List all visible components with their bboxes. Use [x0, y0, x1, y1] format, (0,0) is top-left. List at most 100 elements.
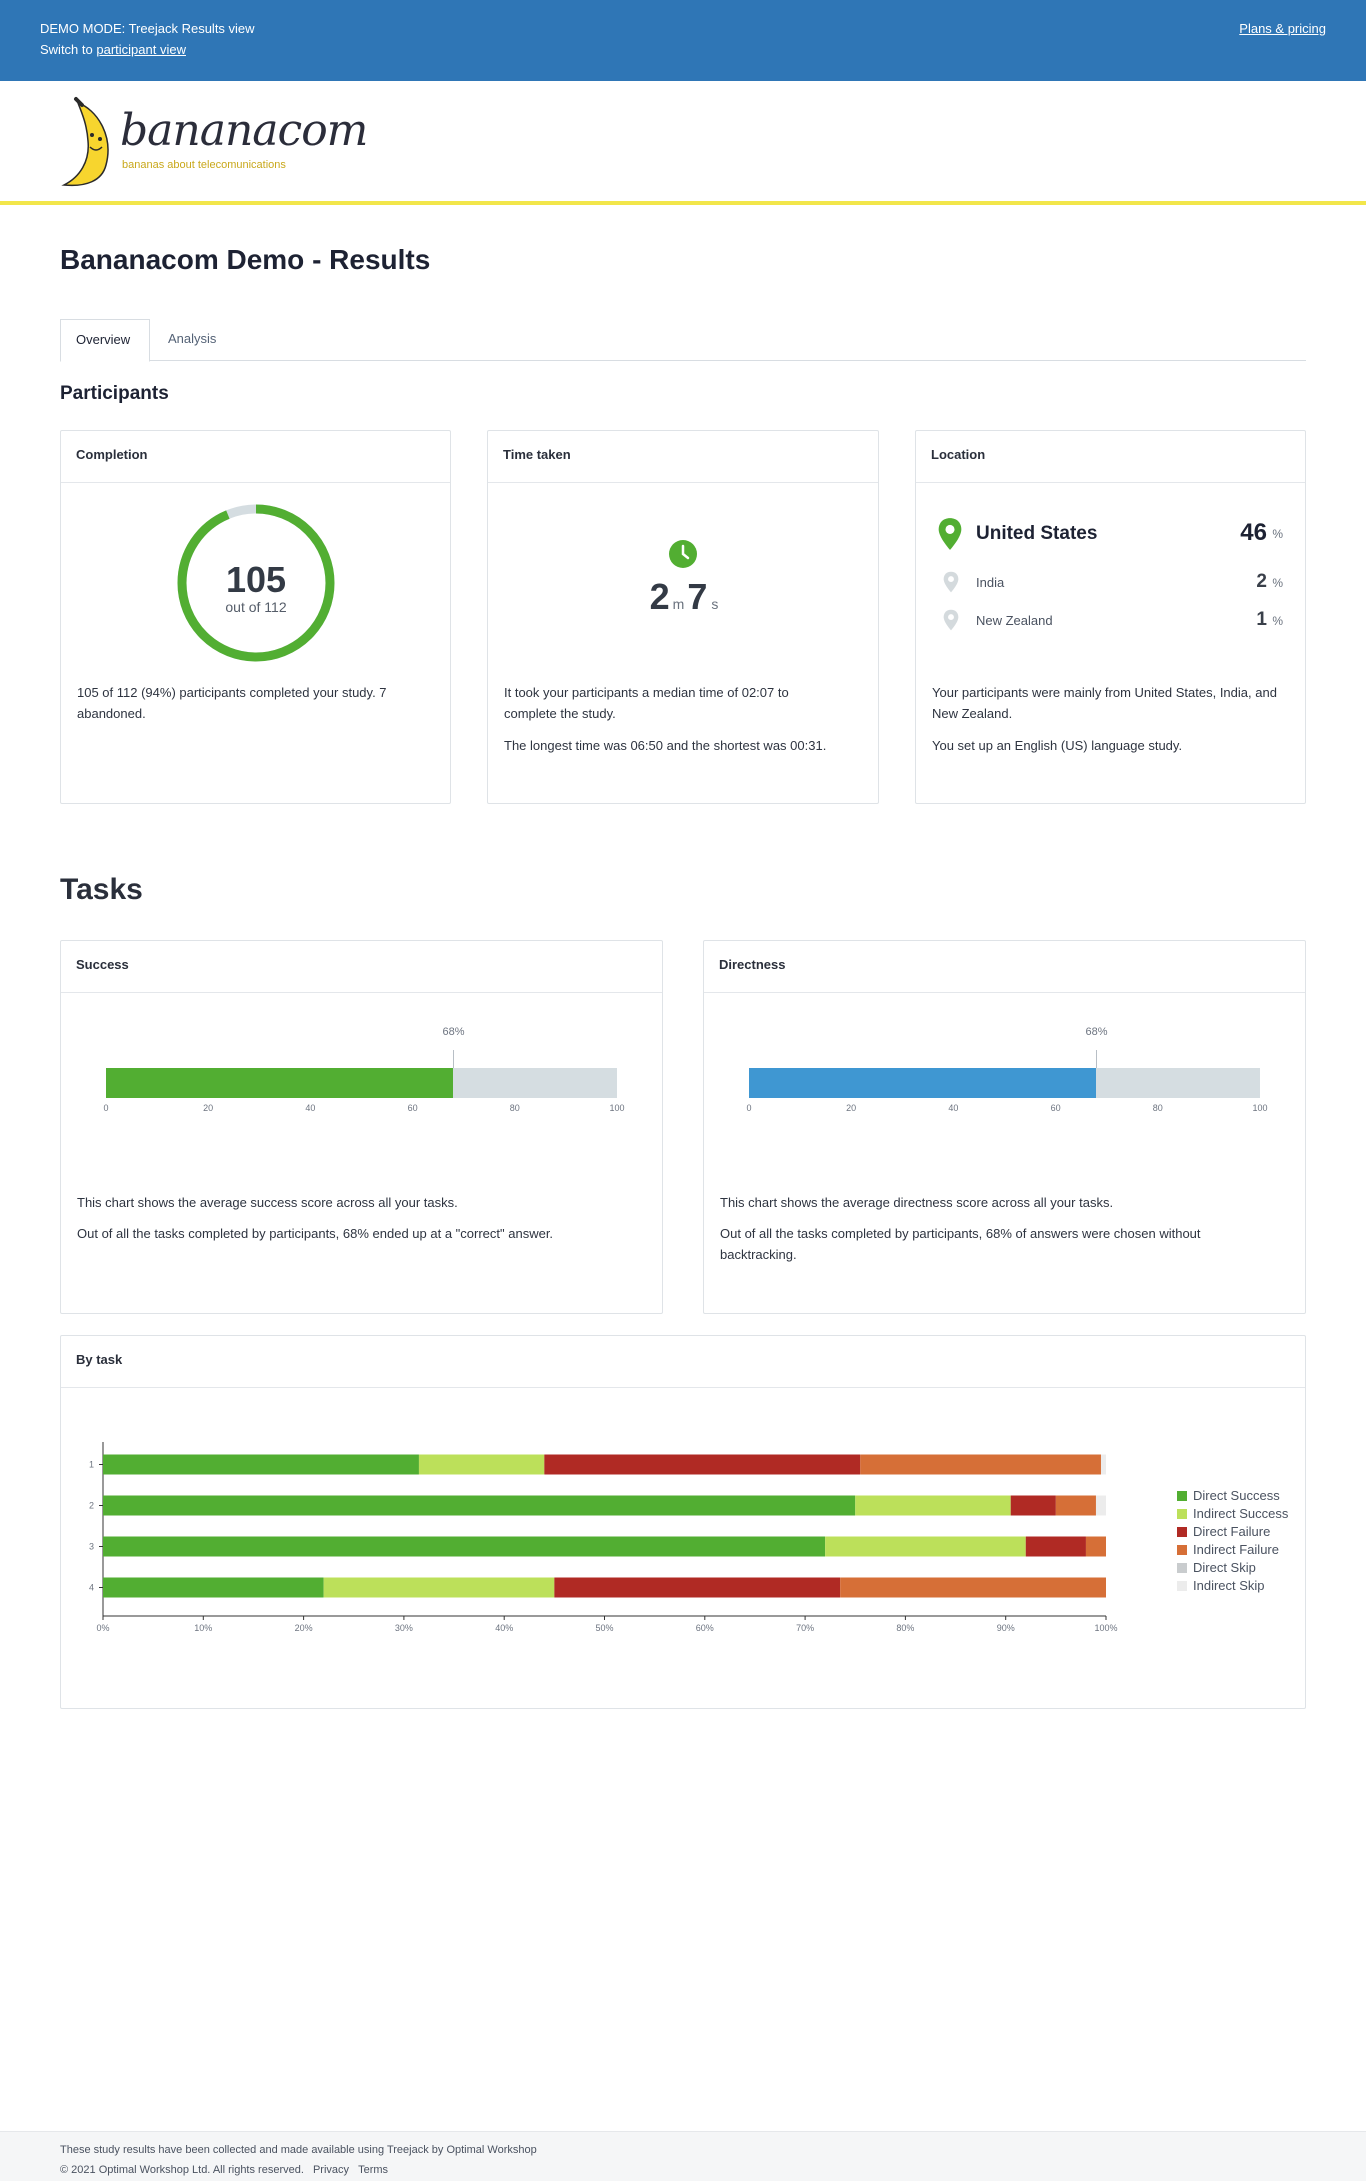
tab-analysis[interactable]: Analysis — [168, 331, 217, 346]
location-summary: Your participants were mainly from Unite… — [932, 685, 1277, 721]
x-tick-label: 0% — [96, 1623, 109, 1633]
switch-prefix: Switch to — [40, 42, 93, 57]
legend-label: Indirect Failure — [1193, 1542, 1279, 1557]
success-bar — [106, 1068, 454, 1098]
task-label: 3 — [89, 1542, 94, 1552]
legend-label: Indirect Success — [1193, 1506, 1289, 1521]
x-tick-label: 20% — [295, 1623, 313, 1633]
legend-swatch — [1177, 1581, 1187, 1591]
directness-tick-label: 0 — [746, 1103, 752, 1113]
directness-tick-label: 20 — [846, 1103, 857, 1113]
segment-indirect-success — [418, 1454, 545, 1475]
footer-legal: © 2021 Optimal Workshop Ltd. All rights … — [60, 2164, 388, 2176]
directness-text1: This chart shows the average directness … — [720, 1195, 1114, 1210]
segment-direct-success — [103, 1577, 324, 1598]
directness-chart: 68% 0 20 40 60 80 100 — [704, 941, 1307, 1141]
legend-item[interactable]: Indirect Failure — [1177, 1542, 1288, 1560]
segment-indirect-failure — [1055, 1495, 1096, 1516]
segment-direct-failure — [1010, 1495, 1056, 1516]
success-tick-label: 60 — [407, 1103, 418, 1113]
x-tick-label: 60% — [696, 1623, 714, 1633]
segment-indirect-failure — [860, 1454, 1101, 1475]
x-tick-label: 50% — [595, 1623, 613, 1633]
segment-indirect-success — [825, 1536, 1026, 1557]
directness-text2: Out of all the tasks completed by partic… — [720, 1226, 1201, 1262]
by-task-card: By task 1 2 3 4 0% 10% 20% 30% 40% 50% 60% 70% 80% 90… — [60, 1335, 1306, 1709]
task-label: 1 — [89, 1460, 94, 1470]
demo-mode-bar: DEMO MODE: Treejack Results view Switch … — [0, 0, 1366, 81]
legend-item[interactable]: Direct Failure — [1177, 1524, 1288, 1542]
success-text1: This chart shows the average success sco… — [77, 1195, 458, 1210]
tab-overview[interactable]: Overview — [60, 319, 150, 362]
legend-item[interactable]: Indirect Success — [1177, 1506, 1288, 1524]
by-task-legend: Direct Success Indirect Success Direct Fai… — [1177, 1488, 1288, 1596]
by-task-title: By task — [61, 1336, 1305, 1388]
legend-item[interactable]: Indirect Skip — [1177, 1578, 1288, 1596]
location-card: Location United States 46 % India 2 % Ne… — [915, 430, 1306, 804]
legend-swatch — [1177, 1509, 1187, 1519]
demo-mode-text: DEMO MODE: Treejack Results view — [40, 21, 255, 36]
location-row-nz: New Zealand 1 % — [932, 609, 1283, 641]
logo-wordmark: bananacom — [120, 105, 368, 156]
legend-swatch — [1177, 1563, 1187, 1573]
tasks-heading: Tasks — [60, 873, 143, 906]
results-tabs: Overview Analysis — [60, 319, 1306, 362]
participant-view-link[interactable]: participant view — [96, 42, 186, 57]
x-tick-label: 10% — [194, 1623, 212, 1633]
switch-view-line: Switch to participant view — [40, 42, 186, 57]
segment-direct-success — [103, 1454, 419, 1475]
directness-tick-label: 80 — [1152, 1103, 1163, 1113]
segment-indirect-failure — [840, 1577, 1106, 1598]
segment-direct-failure — [544, 1454, 861, 1475]
success-marker — [453, 1050, 455, 1068]
directness-tick-label: 40 — [948, 1103, 959, 1113]
segment-indirect-success — [855, 1495, 1011, 1516]
directness-tick-label: 100 — [1252, 1103, 1268, 1113]
map-pin-icon — [943, 609, 959, 631]
privacy-link[interactable]: Privacy — [312, 2164, 350, 2176]
legend-item[interactable]: Direct Success — [1177, 1488, 1288, 1506]
success-tick-label: 20 — [203, 1103, 214, 1113]
completed-out-of: out of 112 — [225, 599, 287, 615]
success-tick-label: 40 — [305, 1103, 316, 1113]
segment-direct-failure — [1025, 1536, 1086, 1557]
footer: These study results have been collected … — [0, 2131, 1366, 2181]
success-text2: Out of all the tasks completed by partic… — [77, 1226, 554, 1241]
x-tick-label: 90% — [997, 1623, 1015, 1633]
directness-marker — [1096, 1050, 1098, 1068]
median-time-text: It took your participants a median time … — [504, 685, 789, 721]
segment-indirect-success — [323, 1577, 555, 1598]
legend-label: Direct Failure — [1193, 1524, 1271, 1539]
success-card: Success 68% 0 20 40 60 80 100 This chart shows… — [60, 940, 663, 1314]
terms-link[interactable]: Terms — [358, 2164, 389, 2176]
completion-title: Completion — [61, 431, 450, 483]
legend-swatch — [1177, 1491, 1187, 1501]
map-pin-icon — [938, 518, 962, 550]
success-chart: 68% 0 20 40 60 80 100 — [61, 941, 664, 1141]
completed-count: 105 — [225, 559, 287, 600]
legend-label: Indirect Skip — [1193, 1578, 1265, 1593]
segment-direct-failure — [554, 1577, 841, 1598]
location-title: Location — [916, 431, 1305, 483]
logo-tagline: bananas about telecomunications — [122, 159, 286, 171]
success-title: Success — [61, 941, 662, 993]
legend-swatch — [1177, 1527, 1187, 1537]
segment-indirect-skip — [1100, 1454, 1106, 1475]
time-taken-card: Time taken 2 m7 s It took your participant… — [487, 430, 879, 804]
legend-item[interactable]: Direct Skip — [1177, 1560, 1288, 1578]
segment-direct-success — [103, 1495, 856, 1516]
plans-pricing-link[interactable]: Plans & pricing — [1239, 21, 1326, 36]
copyright-text: © 2021 Optimal Workshop Ltd. All rights … — [60, 2164, 304, 2176]
directness-title: Directness — [704, 941, 1305, 993]
task-label: 4 — [89, 1583, 94, 1593]
time-taken-title: Time taken — [488, 431, 878, 483]
completion-summary: 105 of 112 (94%) participants completed … — [77, 685, 387, 721]
bananacom-logo[interactable]: bananacom bananas about telecomunication… — [56, 95, 368, 195]
participants-heading: Participants — [60, 383, 169, 404]
success-tick-label: 0 — [103, 1103, 109, 1113]
location-row-us: United States 46 % — [932, 518, 1283, 553]
map-pin-icon — [943, 571, 959, 593]
language-text: You set up an English (US) language stud… — [932, 738, 1183, 753]
directness-card: Directness 68% 0 20 40 60 80 100 This chart sh… — [703, 940, 1306, 1314]
